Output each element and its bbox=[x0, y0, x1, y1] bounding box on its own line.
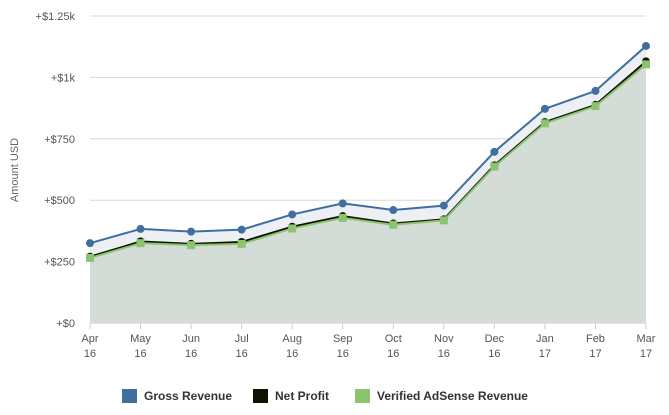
verified-adsense-revenue-point[interactable] bbox=[591, 102, 600, 111]
y-tick-label: +$1.25k bbox=[36, 11, 76, 23]
y-axis-title: Amount USD bbox=[9, 138, 21, 202]
area-band bbox=[90, 45, 646, 258]
legend-swatch bbox=[253, 389, 268, 403]
gross-revenue-point[interactable] bbox=[288, 210, 297, 219]
verified-adsense-revenue-point[interactable] bbox=[540, 119, 549, 128]
legend: Gross Revenue Net Profit Verified AdSense … bbox=[122, 389, 528, 403]
area-fill bbox=[90, 64, 646, 323]
x-tick-label: Jun 16 bbox=[182, 333, 200, 360]
legend-swatch bbox=[122, 389, 137, 403]
verified-adsense-revenue-point[interactable] bbox=[86, 253, 94, 262]
verified-adsense-revenue-point[interactable] bbox=[187, 241, 196, 250]
gross-revenue-line bbox=[89, 45, 647, 245]
y-tick-label: +$250 bbox=[44, 257, 75, 269]
gross-revenue-point[interactable] bbox=[237, 225, 246, 234]
x-tick-label: May 16 bbox=[130, 333, 151, 360]
verified-adsense-revenue-point[interactable] bbox=[642, 60, 650, 69]
y-tick-label: +$500 bbox=[44, 195, 75, 207]
gross-revenue-point[interactable] bbox=[389, 206, 398, 215]
gross-revenue-point[interactable] bbox=[490, 147, 499, 156]
legend-item-net-profit[interactable]: Net Profit bbox=[253, 389, 329, 403]
x-axis-ticks: Apr 16 May 16 Jun 16 Jul 16 Aug 16 Sep 16 Oct 16 Nov 16… bbox=[81, 323, 656, 360]
legend-item-gross-revenue[interactable]: Gross Revenue bbox=[122, 389, 232, 403]
x-tick-label: Dec 16 bbox=[485, 333, 505, 360]
verified-adsense-revenue-point[interactable] bbox=[136, 239, 145, 248]
legend-swatch bbox=[355, 389, 370, 403]
x-tick-label: Aug 16 bbox=[282, 333, 302, 360]
x-tick-label: Feb 17 bbox=[586, 333, 605, 360]
legend-label: Gross Revenue bbox=[144, 389, 232, 403]
legend-item-verified-adsense-revenue[interactable]: Verified AdSense Revenue bbox=[355, 389, 528, 403]
verified-adsense-revenue-point[interactable] bbox=[288, 224, 297, 233]
verified-adsense-revenue-line bbox=[89, 63, 647, 259]
x-tick-label: Oct 16 bbox=[385, 333, 402, 360]
net-profit-line bbox=[89, 60, 647, 258]
verified-adsense-revenue-point[interactable] bbox=[338, 213, 347, 222]
legend-label: Net Profit bbox=[275, 389, 329, 403]
legend-label: Verified AdSense Revenue bbox=[377, 389, 528, 403]
verified-adsense-revenue-point[interactable] bbox=[439, 216, 448, 225]
x-tick-label: Jan 17 bbox=[536, 333, 554, 360]
area-fills bbox=[90, 45, 646, 323]
gross-revenue-point[interactable] bbox=[338, 199, 347, 208]
gross-revenue-point[interactable] bbox=[439, 201, 448, 210]
y-tick-label: +$750 bbox=[44, 134, 75, 146]
series-lines bbox=[89, 45, 647, 259]
gross-revenue-point[interactable] bbox=[642, 41, 650, 50]
verified-adsense-revenue-point[interactable] bbox=[389, 220, 398, 229]
y-tick-label: +$1k bbox=[51, 72, 76, 84]
y-axis-ticks: +$0 +$250 +$500 +$750 +$1k +$1.25k bbox=[36, 11, 76, 330]
verified-adsense-revenue-point[interactable] bbox=[237, 239, 246, 248]
gross-revenue-point[interactable] bbox=[591, 86, 600, 95]
x-tick-label: Apr 16 bbox=[81, 333, 98, 360]
gross-revenue-point[interactable] bbox=[136, 224, 145, 233]
x-tick-label: Mar 17 bbox=[637, 333, 656, 360]
x-tick-label: Jul 16 bbox=[235, 333, 249, 360]
x-tick-label: Sep 16 bbox=[333, 333, 353, 360]
gross-revenue-point[interactable] bbox=[187, 227, 196, 236]
verified-adsense-revenue-point[interactable] bbox=[490, 162, 499, 171]
x-tick-label: Nov 16 bbox=[434, 333, 454, 360]
gross-revenue-point[interactable] bbox=[86, 239, 94, 248]
gross-revenue-point[interactable] bbox=[540, 104, 549, 113]
series-markers bbox=[86, 41, 650, 262]
y-tick-label: +$0 bbox=[56, 318, 75, 330]
